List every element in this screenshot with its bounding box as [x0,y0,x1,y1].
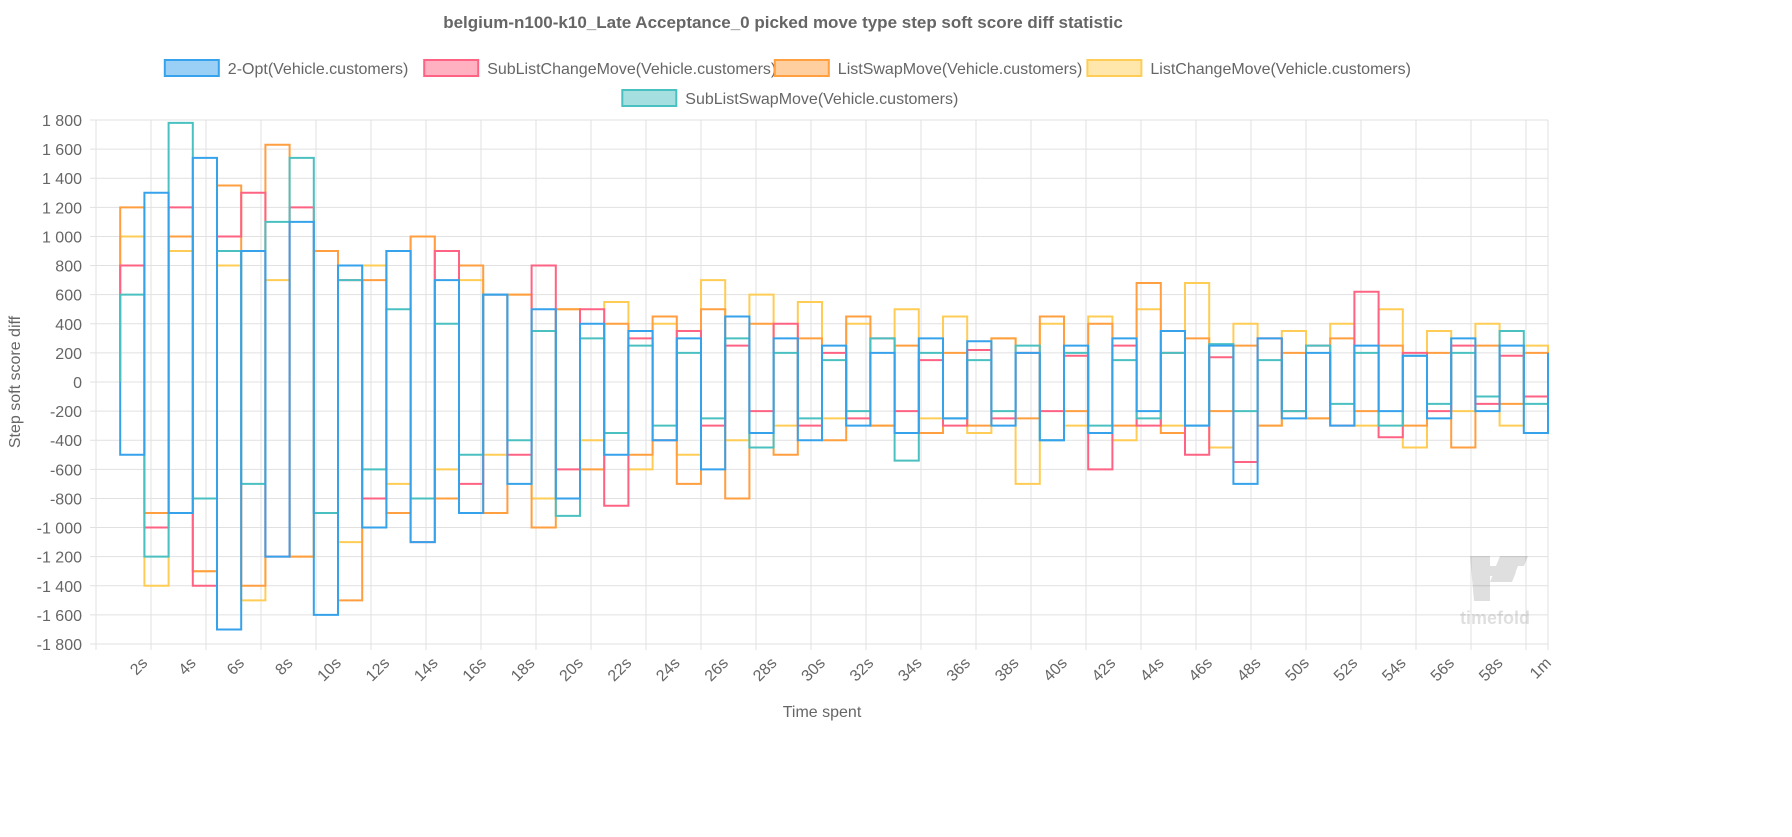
x-tick-label: 58s [1476,655,1506,685]
x-tick-label: 44s [1137,655,1167,685]
y-tick-label: 1 800 [42,113,82,130]
x-tick-label: 52s [1331,655,1361,685]
x-tick-label: 10s [315,655,345,685]
legend: 2-Opt(Vehicle.customers) SubListChangeMov… [165,60,1411,108]
legend-label: SubListChangeMove(Vehicle.customers) [487,61,776,78]
y-tick-label: -200 [50,404,82,421]
x-tick-label: 36s [944,655,974,685]
x-tick-label: 38s [992,655,1022,685]
legend-label: 2-Opt(Vehicle.customers) [228,61,409,78]
x-tick-label: 56s [1428,655,1458,685]
x-tick-label: 1m [1527,655,1555,683]
y-tick-label: 0 [73,375,82,392]
legend-item[interactable]: SubListChangeMove(Vehicle.customers) [424,60,776,78]
legend-swatch [165,60,219,76]
axes: 1 800 1 600 1 400 1 200 1 000 800 600 400 200 0 -2… [37,113,1555,685]
legend-swatch [1087,60,1141,76]
chart-title: belgium-n100-k10_Late Acceptance_0 picke… [443,13,1123,32]
watermark-text: timefold [1460,608,1530,628]
y-tick-label: -1 200 [37,550,82,567]
y-tick-label: 800 [55,259,82,276]
y-tick-label: -1 400 [37,579,82,596]
x-tick-label: 30s [799,655,829,685]
x-tick-label: 16s [460,655,490,685]
legend-item[interactable]: ListChangeMove(Vehicle.customers) [1087,60,1411,78]
x-tick-label: 18s [508,655,538,685]
legend-item[interactable]: ListSwapMove(Vehicle.customers) [775,60,1083,78]
x-tick-label: 42s [1089,655,1119,685]
legend-item[interactable]: 2-Opt(Vehicle.customers) [165,60,409,78]
y-tick-label: -600 [50,462,82,479]
series-line-4 [120,123,1548,557]
series-line-3 [120,236,1548,600]
legend-swatch [424,60,478,76]
y-tick-label: 1 200 [42,200,82,217]
x-tick-label: 14s [411,655,441,685]
x-tick-label: 22s [605,655,635,685]
x-tick-label: 4s [176,655,200,679]
x-tick-label: 26s [702,655,732,685]
y-tick-label: 1 000 [42,229,82,246]
x-axis-title: Time spent [783,704,862,721]
legend-swatch [622,90,676,106]
x-tick-label: 34s [895,655,925,685]
x-tick-label: 28s [750,655,780,685]
x-tick-label: 8s [272,655,296,679]
y-tick-label: -1 000 [37,521,82,538]
y-tick-label: 200 [55,346,82,363]
x-tick-label: 40s [1041,655,1071,685]
y-tick-label: 1 400 [42,171,82,188]
x-tick-label: 32s [847,655,877,685]
x-tick-label: 54s [1379,655,1409,685]
series-line-2 [120,145,1548,601]
x-tick-label: 50s [1283,655,1313,685]
legend-label: SubListSwapMove(Vehicle.customers) [685,91,958,108]
y-tick-label: 1 600 [42,142,82,159]
y-tick-label: -1 800 [37,637,82,654]
x-tick-label: 2s [127,655,151,679]
legend-item[interactable]: SubListSwapMove(Vehicle.customers) [622,90,958,108]
y-axis-title: Step soft score diff [7,315,24,448]
y-tick-label: 400 [55,317,82,334]
y-tick-label: 600 [55,288,82,305]
x-tick-label: 48s [1234,655,1264,685]
series-group [120,123,1548,630]
series-line-0 [120,158,1548,630]
x-tick-label: 24s [653,655,683,685]
y-tick-label: -400 [50,433,82,450]
y-tick-label: -800 [50,491,82,508]
y-tick-label: -1 600 [37,608,82,625]
x-tick-label: 46s [1186,655,1216,685]
legend-swatch [775,60,829,76]
x-tick-label: 12s [363,655,393,685]
legend-label: ListSwapMove(Vehicle.customers) [838,61,1083,78]
x-tick-label: 20s [557,655,587,685]
legend-label: ListChangeMove(Vehicle.customers) [1150,61,1411,78]
x-tick-label: 6s [224,655,248,679]
